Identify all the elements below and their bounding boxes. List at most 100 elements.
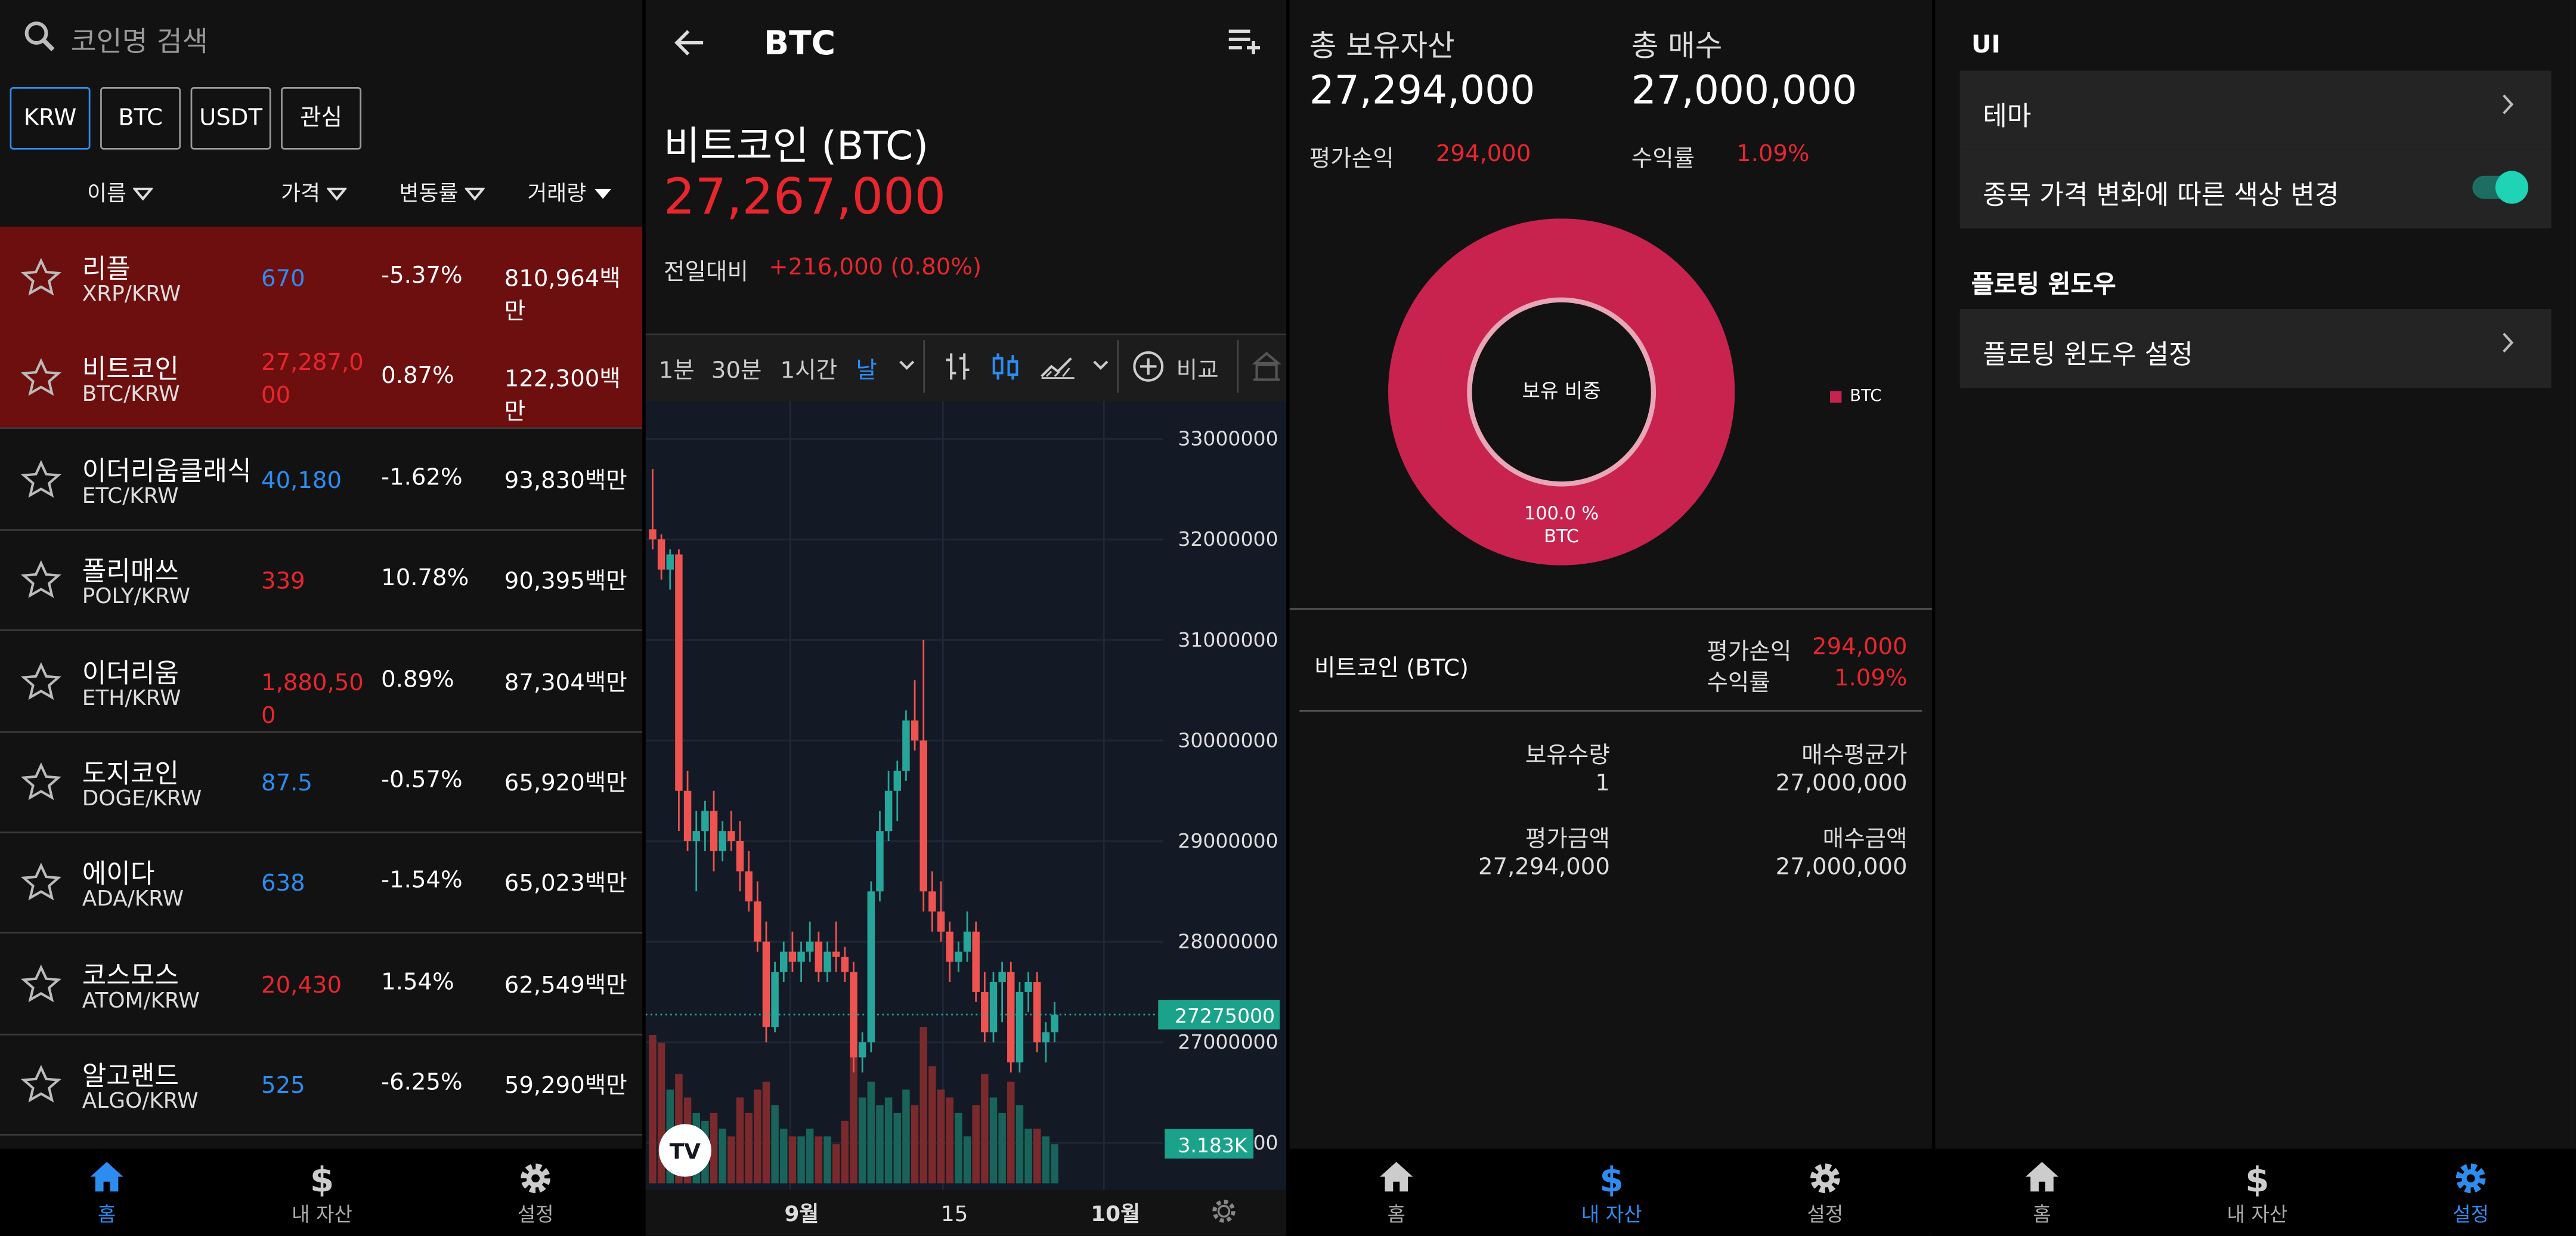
star-icon[interactable] xyxy=(20,1064,63,1107)
candle-body[interactable] xyxy=(754,901,761,942)
star-icon[interactable] xyxy=(20,660,63,703)
search-input[interactable]: 코인명 검색 xyxy=(70,26,208,60)
candle-body[interactable] xyxy=(692,831,700,842)
coin-row[interactable]: 폴리매쓰 POLY/KRW 339 10.78% 90,395백만 xyxy=(0,530,643,632)
settings-gear-icon[interactable] xyxy=(1209,1197,1239,1226)
coin-row[interactable]: 이더리움클래식 ETC/KRW 40,180 -1.62% 93,830백만 xyxy=(0,428,643,531)
tab-krw[interactable]: KRW xyxy=(10,87,91,150)
candle-body[interactable] xyxy=(884,790,893,832)
tab-favorites[interactable]: 관심 xyxy=(281,87,362,150)
candle-body[interactable] xyxy=(780,951,788,972)
candle-body[interactable] xyxy=(771,972,779,1027)
nav-settings[interactable]: 설정 xyxy=(1743,1149,1908,1236)
volume-bar[interactable] xyxy=(1042,1136,1050,1184)
tab-usdt[interactable]: USDT xyxy=(190,87,271,150)
nav-settings[interactable]: 설정 xyxy=(453,1149,618,1236)
candle-body[interactable] xyxy=(858,1042,866,1058)
volume-bar[interactable] xyxy=(1015,1105,1024,1184)
column-header-price[interactable]: 가격 xyxy=(281,176,348,207)
candle-body[interactable] xyxy=(981,991,989,1033)
star-icon[interactable] xyxy=(20,357,63,400)
color-change-toggle[interactable] xyxy=(2472,171,2528,204)
donut-slice-btc[interactable] xyxy=(1388,218,1735,566)
candle-body[interactable] xyxy=(1024,982,1032,992)
volume-bar[interactable] xyxy=(928,1066,936,1184)
volume-bar[interactable] xyxy=(867,1082,875,1184)
volume-bar[interactable] xyxy=(998,1113,1006,1184)
volume-bar[interactable] xyxy=(858,1097,866,1184)
setting-theme-row[interactable]: 테마 xyxy=(1959,70,2552,150)
tradingview-logo[interactable]: TV xyxy=(657,1123,713,1179)
candle-body[interactable] xyxy=(666,554,674,570)
candle-body[interactable] xyxy=(989,982,998,1033)
candle-body[interactable] xyxy=(963,931,971,952)
volume-bar[interactable] xyxy=(937,1089,945,1184)
star-icon[interactable] xyxy=(20,963,63,1006)
candle-body[interactable] xyxy=(745,871,753,902)
candle-body[interactable] xyxy=(797,951,805,962)
volume-bar[interactable] xyxy=(1007,1082,1015,1184)
nav-home[interactable]: 홈 xyxy=(1314,1149,1479,1236)
volume-bar[interactable] xyxy=(1033,1128,1041,1184)
volume-bar[interactable] xyxy=(754,1089,761,1184)
building-icon[interactable] xyxy=(1250,350,1283,383)
nav-assets[interactable]: $ 내 자산 xyxy=(2175,1149,2340,1236)
coin-row[interactable]: 도지코인 DOGE/KRW 87.5 -0.57% 65,920백만 xyxy=(0,731,643,833)
bar-chart-icon[interactable] xyxy=(943,350,973,383)
add-to-list-icon[interactable] xyxy=(1227,26,1264,56)
candle-body[interactable] xyxy=(788,951,797,962)
back-arrow-icon[interactable] xyxy=(674,26,707,59)
candle-body[interactable] xyxy=(1042,1032,1050,1043)
volume-bar[interactable] xyxy=(815,1136,823,1184)
candle-body[interactable] xyxy=(657,539,665,570)
setting-color-change-row[interactable]: 종목 가격 변화에 따른 색상 변경 xyxy=(1959,149,2552,228)
volume-bar[interactable] xyxy=(797,1136,805,1184)
nav-home[interactable]: 홈 xyxy=(24,1149,189,1236)
volume-bar[interactable] xyxy=(771,1105,779,1184)
coin-row[interactable]: 알고랜드 ALGO/KRW 525 -6.25% 59,290백만 xyxy=(0,1034,643,1136)
candle-body[interactable] xyxy=(1033,982,1041,1043)
volume-bar[interactable] xyxy=(1051,1144,1058,1184)
chevron-down-icon[interactable] xyxy=(1092,360,1109,371)
coin-row[interactable]: 이더리움 ETH/KRW 1,880,500 0.89% 87,304백만 xyxy=(0,631,643,733)
nav-settings[interactable]: 설정 xyxy=(2389,1149,2553,1236)
volume-bar[interactable] xyxy=(649,1034,657,1184)
volume-bar[interactable] xyxy=(893,1113,901,1184)
volume-bar[interactable] xyxy=(841,1120,849,1184)
column-header-volume[interactable]: 거래량 xyxy=(527,176,612,207)
candle-body[interactable] xyxy=(649,529,657,540)
volume-bar[interactable] xyxy=(823,1136,831,1184)
candle-body[interactable] xyxy=(1015,991,1024,1062)
candle-body[interactable] xyxy=(955,951,962,962)
candle-body[interactable] xyxy=(876,831,884,892)
candle-body[interactable] xyxy=(1051,1014,1058,1033)
volume-bar[interactable] xyxy=(788,1136,797,1184)
interval-1m[interactable]: 1분 xyxy=(658,358,695,385)
volume-bar[interactable] xyxy=(902,1089,910,1184)
volume-bar[interactable] xyxy=(972,1105,980,1184)
volume-bar[interactable] xyxy=(989,1097,998,1184)
candle-body[interactable] xyxy=(727,831,735,842)
candle-body[interactable] xyxy=(762,941,770,1027)
candle-icon[interactable] xyxy=(990,350,1020,383)
candle-body[interactable] xyxy=(815,941,823,972)
volume-bar[interactable] xyxy=(762,1082,770,1184)
candle-body[interactable] xyxy=(867,891,875,1043)
volume-bar[interactable] xyxy=(911,1105,919,1184)
chevron-down-icon[interactable] xyxy=(899,360,915,371)
volume-bar[interactable] xyxy=(946,1097,953,1184)
candle-body[interactable] xyxy=(701,811,709,832)
interval-day[interactable]: 날 xyxy=(856,358,877,385)
candle-body[interactable] xyxy=(806,941,814,952)
volume-bar[interactable] xyxy=(719,1128,726,1184)
candle-body[interactable] xyxy=(893,770,901,791)
volume-bar[interactable] xyxy=(832,1144,840,1184)
candle-body[interactable] xyxy=(832,951,840,957)
candle-body[interactable] xyxy=(902,720,910,771)
candle-body[interactable] xyxy=(823,951,831,972)
candle-body[interactable] xyxy=(710,811,718,851)
nav-home[interactable]: 홈 xyxy=(1960,1149,2125,1236)
tab-btc[interactable]: BTC xyxy=(100,87,181,150)
search-bar[interactable]: 코인명 검색 xyxy=(0,0,642,72)
candle-body[interactable] xyxy=(946,931,953,962)
